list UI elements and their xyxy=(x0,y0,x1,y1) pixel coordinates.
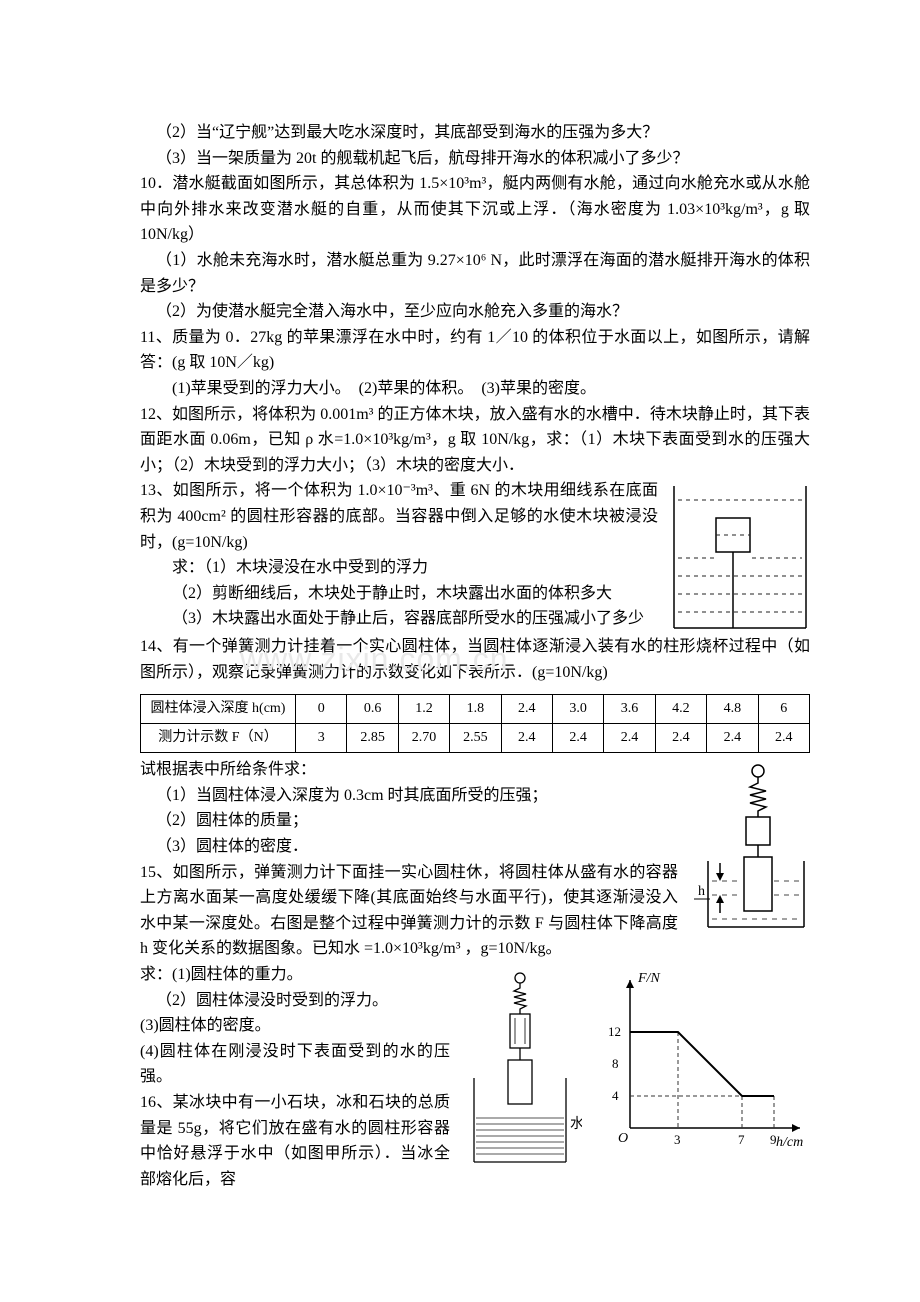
q14-d8: 4.8 xyxy=(707,694,758,723)
q14-f3: 2.55 xyxy=(450,723,501,752)
q14-h-label: h xyxy=(698,884,705,899)
svg-text:12: 12 xyxy=(608,1024,621,1039)
q14-f8: 2.4 xyxy=(707,723,758,752)
q14-d6: 3.6 xyxy=(604,694,655,723)
svg-text:F/N: F/N xyxy=(637,971,660,986)
q14-d4: 2.4 xyxy=(501,694,552,723)
q15-graph: F/N 4 8 12 3 7 9 O h/cm xyxy=(600,968,810,1158)
q10-sub1: （1）水舱未充海水时，潜水艇总重为 9.27×10⁶ N，此时漂浮在海面的潜水艇… xyxy=(140,248,810,299)
q14-f2: 2.70 xyxy=(398,723,449,752)
q14-stem: 14、有一个弹簧测力计挂着一个实心圆柱体，当圆柱体逐渐浸入装有水的柱形烧杯过程中… xyxy=(140,634,810,685)
q9-sub2: （2）当“辽宁舰”达到最大吃水深度时，其底部受到海水的压强为多大？ xyxy=(140,120,810,146)
svg-text:8: 8 xyxy=(612,1056,619,1071)
q11-stem: 11、质量为 0．27kg 的苹果漂浮在水中时，约有 1／10 的体积位于水面以… xyxy=(140,325,810,376)
q10-sub2: （2）为使潜水艇完全潜入海水中，至少应向水舱充入多重的海水？ xyxy=(140,299,810,325)
svg-text:7: 7 xyxy=(738,1132,745,1147)
q10-stem: 10．潜水艇截面如图所示，其总体积为 1.5×10³m³，艇内两侧有水舱，通过向… xyxy=(140,171,810,248)
q14-f0: 3 xyxy=(296,723,347,752)
q14-f4: 2.4 xyxy=(501,723,552,752)
q14-d3: 1.8 xyxy=(450,694,501,723)
q14-d5: 3.0 xyxy=(552,694,603,723)
q15-setup-figure: 水 xyxy=(462,968,582,1168)
svg-text:O: O xyxy=(618,1131,628,1146)
svg-text:3: 3 xyxy=(674,1132,681,1147)
q14-table: 圆柱体浸入深度 h(cm) 0 0.6 1.2 1.8 2.4 3.0 3.6 … xyxy=(140,694,810,754)
q14-d2: 1.2 xyxy=(398,694,449,723)
q11-subs: (1)苹果受到的浮力大小。 (2)苹果的体积。 (3)苹果的密度。 xyxy=(140,376,810,402)
q14-d9: 6 xyxy=(758,694,809,723)
q14-f9: 2.4 xyxy=(758,723,809,752)
q14-f7: 2.4 xyxy=(655,723,706,752)
q9-sub3: （3）当一架质量为 20t 的舰载机起飞后，航母排开海水的体积减小了多少？ xyxy=(140,146,810,172)
q13-diagram xyxy=(670,482,810,630)
svg-text:4: 4 xyxy=(612,1088,619,1103)
q15-figures: 水 F/N 4 8 12 3 7 9 O xyxy=(462,968,810,1168)
q12-stem: 12、如图所示，将体积为 0.001m³ 的正方体木块，放入盛有水的水槽中．待木… xyxy=(140,402,810,479)
table-row: 测力计示数 F（N） 3 2.85 2.70 2.55 2.4 2.4 2.4 … xyxy=(141,723,810,752)
q14-th-depth: 圆柱体浸入深度 h(cm) xyxy=(141,694,296,723)
q14-f5: 2.4 xyxy=(552,723,603,752)
q14-th-force: 测力计示数 F（N） xyxy=(141,723,296,752)
q14-f1: 2.85 xyxy=(347,723,398,752)
q14-f6: 2.4 xyxy=(604,723,655,752)
svg-text:h/cm: h/cm xyxy=(776,1135,803,1150)
q14-d1: 0.6 xyxy=(347,694,398,723)
q14-d7: 4.2 xyxy=(655,694,706,723)
q14-d0: 0 xyxy=(296,694,347,723)
table-row: 圆柱体浸入深度 h(cm) 0 0.6 1.2 1.8 2.4 3.0 3.6 … xyxy=(141,694,810,723)
q14-spring-figure: h xyxy=(690,761,810,931)
q15-water-label: 水 xyxy=(570,1116,582,1132)
